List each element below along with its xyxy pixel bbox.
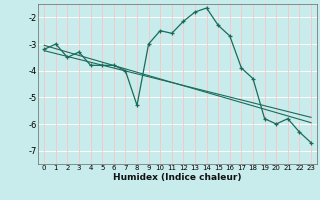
X-axis label: Humidex (Indice chaleur): Humidex (Indice chaleur): [113, 173, 242, 182]
